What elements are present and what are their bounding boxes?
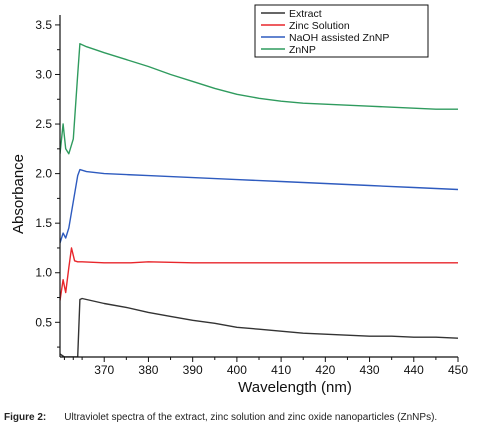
x-tick-label: 410 bbox=[271, 363, 291, 377]
y-axis-label: Absorbance bbox=[10, 154, 27, 234]
y-tick-label: 3.5 bbox=[35, 18, 52, 32]
series-line-1 bbox=[60, 297, 458, 357]
x-tick-label: 380 bbox=[138, 363, 158, 377]
y-tick-label: 0.5 bbox=[35, 315, 52, 329]
x-tick-label: 440 bbox=[404, 363, 424, 377]
figure-caption: Figure 2: Ultraviolet spectra of the extr… bbox=[4, 412, 476, 423]
y-tick-label: 1.5 bbox=[35, 216, 52, 230]
x-tick-label: 390 bbox=[183, 363, 203, 377]
series-line-2 bbox=[60, 247, 458, 301]
x-tick-label: 370 bbox=[94, 363, 114, 377]
legend-label: NaOH assisted ZnNP bbox=[289, 32, 389, 44]
uv-spectra-chart: 370 380 390 400 410 420 430 440 450 0.5 1.0 1.5 2.0 2… bbox=[10, 4, 468, 396]
y-tick-label: 2.0 bbox=[35, 167, 52, 181]
legend-label: Zinc Solution bbox=[289, 20, 350, 32]
y-tick-label: 1.0 bbox=[35, 266, 52, 280]
x-tick-label: 400 bbox=[227, 363, 247, 377]
axes: 370 380 390 400 410 420 430 440 450 0.5 1.0 1.5 2.0 2… bbox=[35, 15, 468, 377]
x-axis-label: Wavelength (nm) bbox=[238, 379, 352, 396]
legend-label: ZnNP bbox=[289, 44, 316, 56]
caption-text: Ultraviolet spectra of the extract, zinc… bbox=[64, 412, 438, 423]
y-tick-label: 3.0 bbox=[35, 67, 52, 81]
legend-label: Extract bbox=[289, 8, 322, 20]
x-tick-label: 450 bbox=[448, 363, 468, 377]
y-tick-label: 2.5 bbox=[35, 117, 52, 131]
plot-area bbox=[60, 43, 458, 357]
caption-label: Figure 2: bbox=[4, 412, 47, 423]
series-line-3 bbox=[60, 168, 458, 244]
series-line-4 bbox=[60, 43, 458, 155]
x-tick-label: 420 bbox=[315, 363, 335, 377]
x-tick-label: 430 bbox=[360, 363, 380, 377]
